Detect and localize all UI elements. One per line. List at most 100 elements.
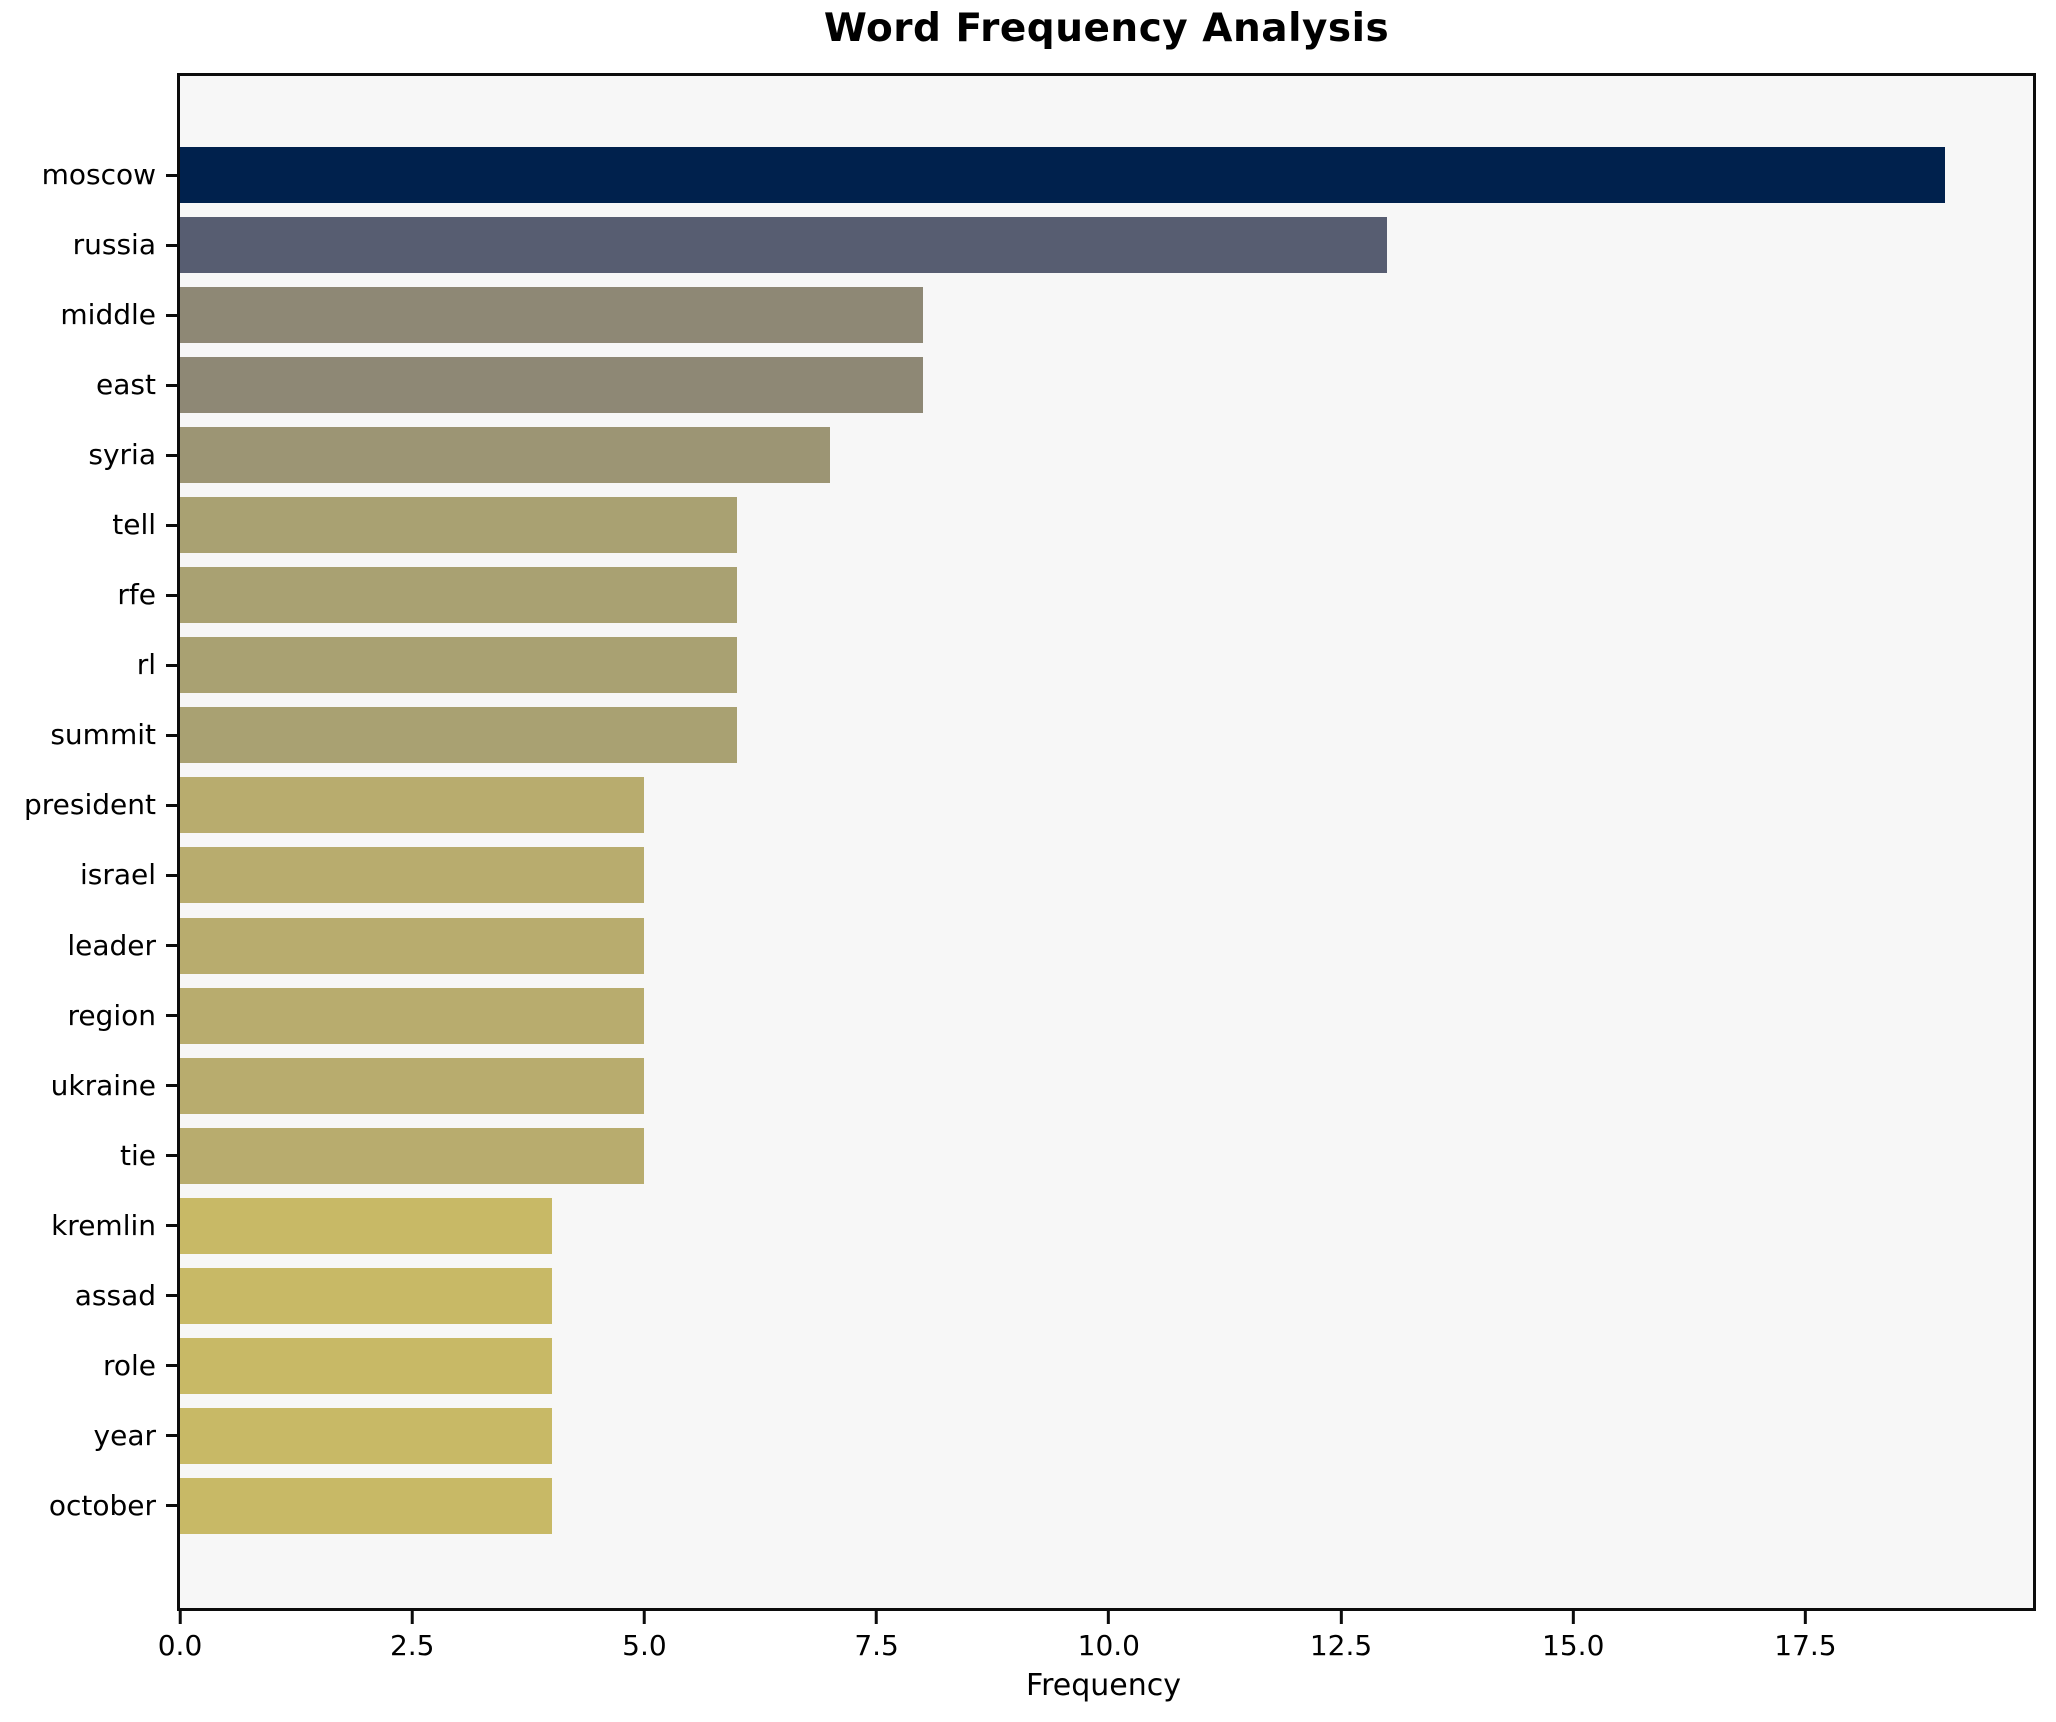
plot-area: moscow russia middle east syria tell rfe rl summ… [24,73,2036,1611]
category-label: rfe [117,578,156,612]
x-tick-mark [410,1611,414,1624]
x-tick-label: 17.5 [1774,1629,1837,1662]
category-label: role [102,1348,156,1382]
frequency-bar [180,917,645,974]
frequency-bar [180,217,1388,274]
bar-row: rfe [117,560,2033,630]
x-tick-mark [875,1611,879,1624]
x-tick-mark [178,1611,182,1624]
category-label: tell [112,508,156,542]
x-tick-label: 15.0 [1542,1629,1605,1662]
bar-row: year [94,1401,2033,1471]
frequency-bar [180,357,924,414]
x-tick-mark [642,1611,646,1624]
category-label: rl [136,648,156,682]
chart-title: Word Frequency Analysis [823,6,1390,51]
category-label: east [96,368,156,402]
bar-row: summit [50,700,2033,770]
frequency-bar [180,147,1945,204]
frequency-bar [180,707,738,764]
frequency-bar [180,1477,552,1534]
y-tick-mark [166,1084,177,1088]
x-tick-mark [1107,1611,1111,1624]
frequency-bar [180,427,831,484]
category-label: middle [60,298,156,332]
bar-row: ukraine [51,1051,2033,1121]
x-tick: 5.0 [622,1611,667,1660]
frequency-bar [180,1407,552,1464]
frequency-bar [180,1337,552,1394]
bar-row: israel [80,840,2033,910]
y-tick-mark [166,1154,177,1158]
x-axis-label: Frequency [1026,1668,1181,1703]
frequency-bar [180,287,924,344]
category-label: ukraine [50,1068,156,1102]
x-tick-mark [1803,1611,1807,1624]
bar-row: october [49,1471,2033,1541]
x-tick: 12.5 [1310,1611,1372,1660]
frequency-bar [180,987,645,1044]
bar-row: role [103,1331,2033,1401]
bar-row: syria [88,420,2033,490]
y-tick-mark [166,1504,177,1508]
y-tick-mark [166,523,177,527]
frequency-bar [180,847,645,904]
x-tick-label: 10.0 [1077,1629,1140,1662]
y-tick-mark [166,243,177,247]
category-label: moscow [41,158,156,192]
bar-row: east [96,350,2033,420]
bar-row: russia [73,210,2033,280]
x-tick-label: 7.5 [854,1629,899,1662]
category-label: israel [79,858,156,892]
x-tick-label: 0.0 [157,1629,203,1662]
x-tick: 2.5 [390,1611,434,1660]
frequency-bar [180,497,738,554]
y-tick-mark [166,873,177,877]
bar-row: moscow [42,140,2033,210]
category-label: tie [120,1138,156,1172]
category-label: leader [67,928,156,962]
y-tick-mark [166,663,177,667]
frequency-bar [180,777,645,834]
frequency-bar [180,1127,645,1184]
category-label: kremlin [51,1208,156,1242]
x-tick: 7.5 [854,1611,899,1660]
y-tick-mark [166,733,177,737]
frequency-bar [180,1057,645,1114]
category-label: president [24,788,156,822]
y-tick-mark [166,1224,177,1228]
frequency-bar [180,1197,552,1254]
bar-row: tell [112,490,2033,560]
y-tick-mark [166,1294,177,1298]
category-label: syria [88,438,156,472]
category-label: region [67,998,156,1032]
x-tick-label: 12.5 [1309,1629,1373,1662]
x-tick-mark [1571,1611,1575,1624]
bar-row: assad [75,1261,2033,1331]
x-tick: 10.0 [1078,1611,1140,1660]
y-tick-mark [166,453,177,457]
y-tick-mark [166,313,177,317]
frequency-bar [180,1267,552,1324]
bar-row: region [67,981,2033,1051]
x-tick: 0.0 [157,1611,203,1662]
y-tick-mark [166,803,177,807]
bar-row: tie [120,1121,2033,1191]
y-tick-mark [166,1434,177,1438]
y-tick-mark [166,593,177,597]
bar-row: leader [67,911,2033,981]
x-tick: 15.0 [1542,1611,1604,1660]
y-tick-mark [166,1364,177,1368]
x-tick-mark [1339,1611,1343,1624]
bar-row: kremlin [51,1191,2033,1261]
y-tick-mark [166,1014,177,1018]
frequency-bar [180,637,738,694]
y-tick-mark [166,383,177,387]
frequency-bar [180,567,738,624]
y-tick-mark [166,173,177,177]
category-label: russia [72,228,156,262]
bar-row: rl [137,630,2033,700]
category-label: year [93,1418,156,1452]
x-tick-label: 5.0 [622,1629,667,1662]
